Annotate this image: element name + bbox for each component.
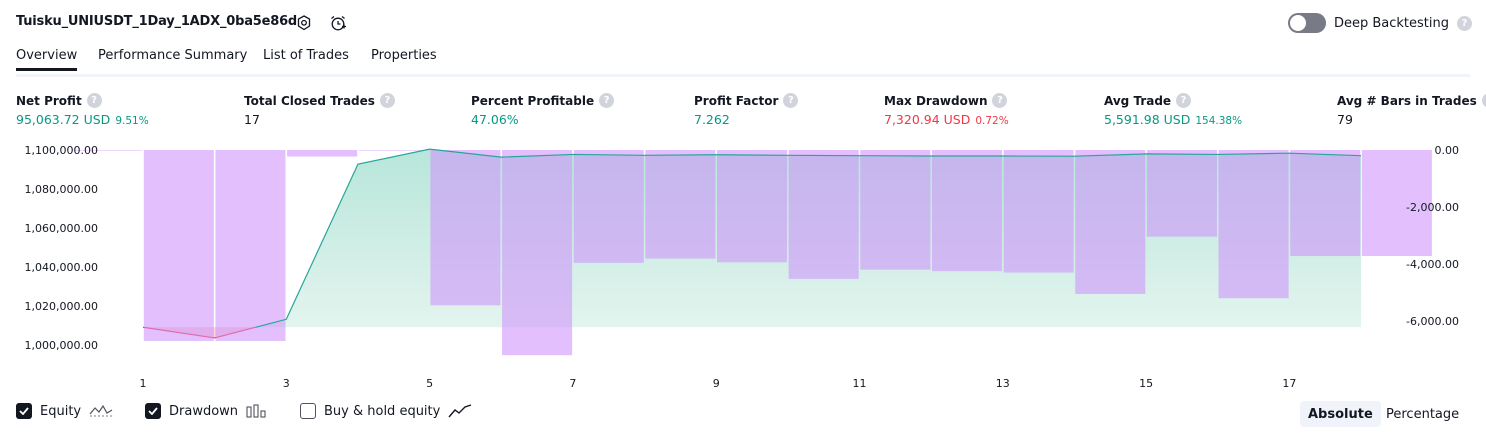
metric-value: 5,591.98 USD [1104, 112, 1191, 127]
metric-value: 95,063.72 USD [16, 112, 111, 127]
drawdown-bar [1075, 150, 1146, 294]
drawdown-checkbox[interactable] [145, 403, 161, 419]
y-left-tick-label: 1,040,000.00 [25, 261, 98, 274]
drawdown-bar [502, 150, 573, 356]
drawdown-bar [72, 150, 143, 151]
drawdown-bars-icon [246, 404, 266, 418]
y-left-tick-label: 1,060,000.00 [25, 222, 98, 235]
tab-properties[interactable]: Properties [371, 48, 437, 63]
drawdown-bar [1218, 150, 1289, 299]
x-tick-label: 11 [853, 377, 867, 390]
info-icon[interactable]: ? [379, 93, 395, 108]
help-icon[interactable]: ? [1457, 15, 1472, 31]
metric-profit-factor: Profit Factor? 7.262 [694, 93, 799, 127]
y-right-tick-label: -2,000.00 [1406, 201, 1459, 214]
drawdown-bar [430, 150, 501, 306]
y-right-tick-label: 0.00 [1435, 144, 1460, 157]
metric-net-profit: Net Profit? 95,063.72 USD 9.51% [16, 93, 149, 127]
tab-bar: Overview Performance Summary List of Tra… [16, 48, 1470, 77]
tab-performance-summary[interactable]: Performance Summary [98, 48, 248, 63]
metric-percent-profitable: Percent Profitable? 47.06% [471, 93, 615, 127]
info-icon[interactable]: ? [1481, 93, 1486, 108]
toggle-knob [1289, 15, 1306, 31]
drawdown-bar [1290, 150, 1361, 257]
metric-label: Avg Trade [1104, 93, 1172, 108]
x-tick-label: 17 [1282, 377, 1296, 390]
legend-label: Buy & hold equity [324, 403, 441, 419]
drawdown-bar [717, 150, 788, 263]
equity-drawdown-chart: 1,100,000.00 1,080,000.00 1,060,000.00 1,04… [25, 144, 1460, 390]
drawdown-bar [287, 150, 358, 157]
drawdown-bar [573, 150, 644, 263]
deep-backtesting-label: Deep Backtesting [1333, 15, 1449, 31]
legend-buy-hold[interactable]: Buy & hold equity [300, 403, 472, 419]
metric-percent: 0.72% [975, 115, 1009, 127]
metric-value: 7.262 [694, 112, 730, 127]
y-right-tick-label: -4,000.00 [1406, 258, 1459, 271]
metric-label: Percent Profitable [471, 93, 595, 108]
x-tick-label: 1 [140, 377, 147, 390]
x-tick-label: 5 [426, 377, 433, 390]
metric-label: Max Drawdown [884, 93, 988, 108]
info-icon[interactable]: ? [1176, 93, 1192, 108]
info-icon[interactable]: ? [992, 93, 1008, 108]
metric-value: 7,320.94 USD [884, 112, 971, 127]
y-right-tick-label: -6,000.00 [1406, 315, 1459, 328]
y-left-tick-label: 1,080,000.00 [25, 183, 98, 196]
metric-avg-trade: Avg Trade? 5,591.98 USD 154.38% [1104, 93, 1242, 127]
drawdown-bar [1361, 150, 1432, 257]
drawdown-bar [1146, 150, 1217, 237]
info-icon[interactable]: ? [599, 93, 615, 108]
buy-hold-line-icon [448, 404, 472, 418]
y-left-tick-label: 1,000,000.00 [25, 339, 98, 352]
x-tick-label: 7 [569, 377, 576, 390]
metric-percent: 9.51% [115, 115, 149, 127]
metric-label: Net Profit [16, 93, 82, 108]
drawdown-bar [645, 150, 716, 259]
metric-value: 17 [244, 112, 260, 127]
alarm-clock-icon[interactable] [328, 13, 348, 33]
tab-list-of-trades[interactable]: List of Trades [263, 48, 349, 63]
y-left-tick-label: 1,020,000.00 [25, 300, 98, 313]
equity-checkbox[interactable] [16, 403, 32, 419]
strategy-title: Tuisku_UNIUSDT_1Day_1ADX_0ba5e86d [16, 14, 298, 29]
legend-label: Drawdown [169, 403, 239, 419]
metric-label: Total Closed Trades [244, 93, 375, 108]
metric-percent: 154.38% [1195, 115, 1243, 127]
metric-max-drawdown: Max Drawdown? 7,320.94 USD 0.72% [884, 93, 1009, 127]
metric-value: 47.06% [471, 112, 519, 127]
drawdown-bar [143, 150, 214, 341]
percentage-button[interactable]: Percentage [1386, 406, 1460, 422]
info-icon[interactable]: ? [783, 93, 799, 108]
drawdown-bar [1003, 150, 1074, 273]
drawdown-bar [788, 150, 859, 279]
tab-overview[interactable]: Overview [16, 48, 78, 71]
metric-label: Profit Factor [694, 93, 779, 108]
metric-label: Avg # Bars in Trades [1337, 93, 1477, 108]
x-tick-label: 9 [713, 377, 720, 390]
equity-line [255, 148, 1362, 328]
info-icon[interactable]: ? [86, 93, 102, 108]
drawdown-bar [215, 150, 286, 341]
x-tick-label: 13 [996, 377, 1010, 390]
legend-equity[interactable]: Equity [16, 403, 113, 419]
drawdown-bar [358, 150, 429, 151]
metric-total-closed-trades: Total Closed Trades? 17 [244, 93, 395, 127]
metric-value: 79 [1337, 112, 1353, 127]
metric-avg-bars: Avg # Bars in Trades? 79 [1337, 93, 1486, 127]
absolute-button[interactable]: Absolute [1300, 401, 1381, 427]
deep-backtesting-toggle[interactable] [1287, 13, 1326, 33]
drawdown-bar [931, 150, 1002, 272]
x-tick-label: 3 [283, 377, 290, 390]
buy-hold-checkbox[interactable] [300, 403, 316, 419]
x-tick-label: 15 [1139, 377, 1153, 390]
legend-label: Equity [40, 403, 82, 419]
legend-drawdown[interactable]: Drawdown [145, 403, 268, 419]
drawdown-bar [860, 150, 931, 270]
equity-line-icon [89, 404, 113, 417]
settings-icon[interactable] [294, 13, 314, 33]
deep-backtesting-control: Deep Backtesting ? [1287, 13, 1472, 33]
y-left-tick-label: 1,100,000.00 [25, 144, 98, 157]
